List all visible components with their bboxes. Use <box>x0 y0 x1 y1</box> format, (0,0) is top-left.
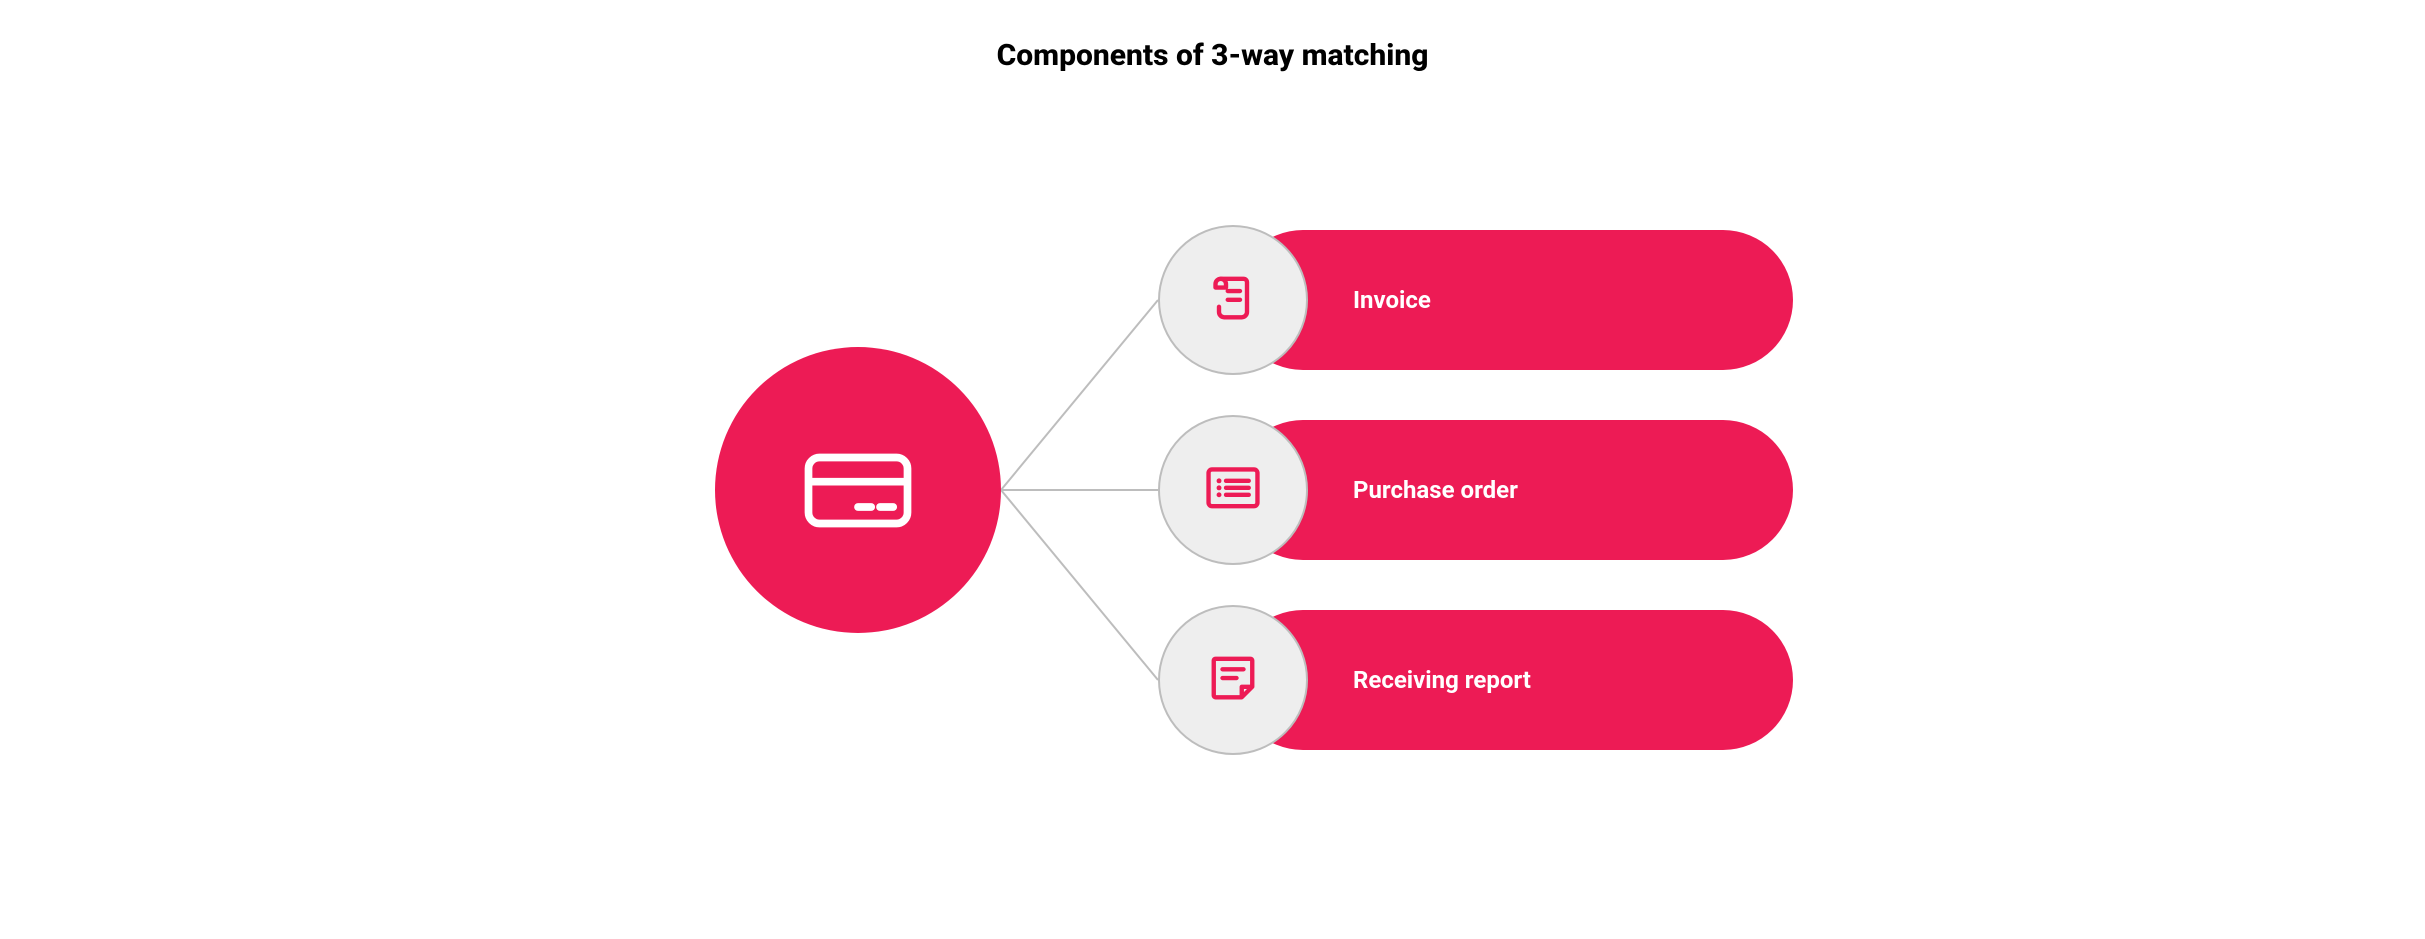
report-note-icon <box>1205 650 1261 710</box>
connector-line <box>1001 300 1158 490</box>
component-icon-circle <box>1158 415 1308 565</box>
list-box-icon <box>1205 466 1261 514</box>
credit-card-icon <box>803 452 913 529</box>
component-pill: Invoice <box>1233 230 1793 370</box>
component-icon-circle <box>1158 605 1308 755</box>
hub-circle <box>715 347 1001 633</box>
component-label: Invoice <box>1353 286 1431 314</box>
diagram-title: Components of 3-way matching <box>0 38 2425 73</box>
component-pill: Purchase order <box>1233 420 1793 560</box>
invoice-scroll-icon <box>1205 270 1261 330</box>
component-label: Purchase order <box>1353 476 1518 504</box>
connector-line <box>1001 490 1158 680</box>
component-pill: Receiving report <box>1233 610 1793 750</box>
component-label: Receiving report <box>1353 666 1531 694</box>
component-icon-circle <box>1158 225 1308 375</box>
